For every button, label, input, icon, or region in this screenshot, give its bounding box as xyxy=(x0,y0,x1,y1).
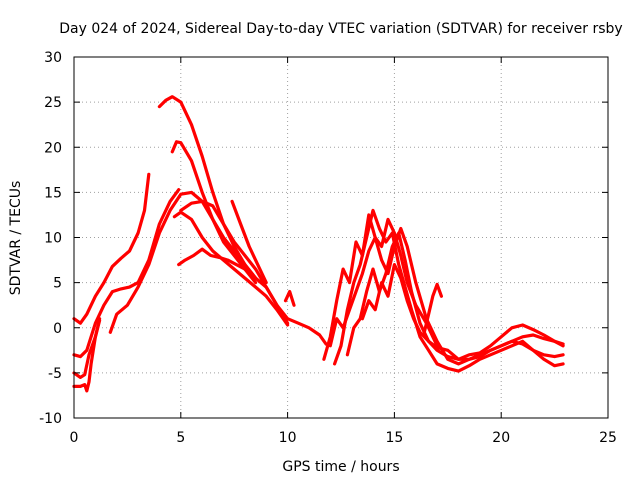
series-line xyxy=(170,140,258,285)
y-tick-label: 15 xyxy=(44,185,62,201)
y-tick-label: -5 xyxy=(48,366,62,382)
series-line xyxy=(328,226,565,366)
series-line xyxy=(72,317,102,393)
y-tick-label: 20 xyxy=(44,140,62,156)
x-tick-label: 20 xyxy=(492,430,510,446)
x-tick-label: 10 xyxy=(279,430,297,446)
series-line xyxy=(72,172,151,325)
series-line xyxy=(360,263,565,361)
series-group xyxy=(72,95,565,393)
y-tick-label: 5 xyxy=(53,276,62,292)
series-line xyxy=(230,199,268,285)
series-line xyxy=(157,95,258,280)
series-line xyxy=(283,290,296,307)
x-tick-label: 15 xyxy=(385,430,403,446)
y-tick-label: -10 xyxy=(39,411,62,427)
y-tick-label: 10 xyxy=(44,231,62,247)
y-tick-label: 30 xyxy=(44,50,62,66)
x-tick-label: 25 xyxy=(599,430,617,446)
series-line xyxy=(179,199,290,325)
y-axis-label: SDTVAR / TECUs xyxy=(8,181,24,296)
series-line xyxy=(172,210,290,327)
chart-title: Day 024 of 2024, Sidereal Day-to-day VTE… xyxy=(59,21,622,37)
y-tick-label: 25 xyxy=(44,95,62,111)
series-line xyxy=(177,247,258,280)
series-line xyxy=(72,188,181,359)
axis-ticks: 0 5 10 15 20 25 -10 -5 0 5 10 15 20 25 30 xyxy=(39,50,617,446)
x-tick-label: 0 xyxy=(70,430,79,446)
x-axis-label: GPS time / hours xyxy=(282,459,399,475)
series-line xyxy=(422,282,443,334)
y-tick-label: 0 xyxy=(53,321,62,337)
x-tick-label: 5 xyxy=(176,430,185,446)
grid xyxy=(74,57,608,418)
